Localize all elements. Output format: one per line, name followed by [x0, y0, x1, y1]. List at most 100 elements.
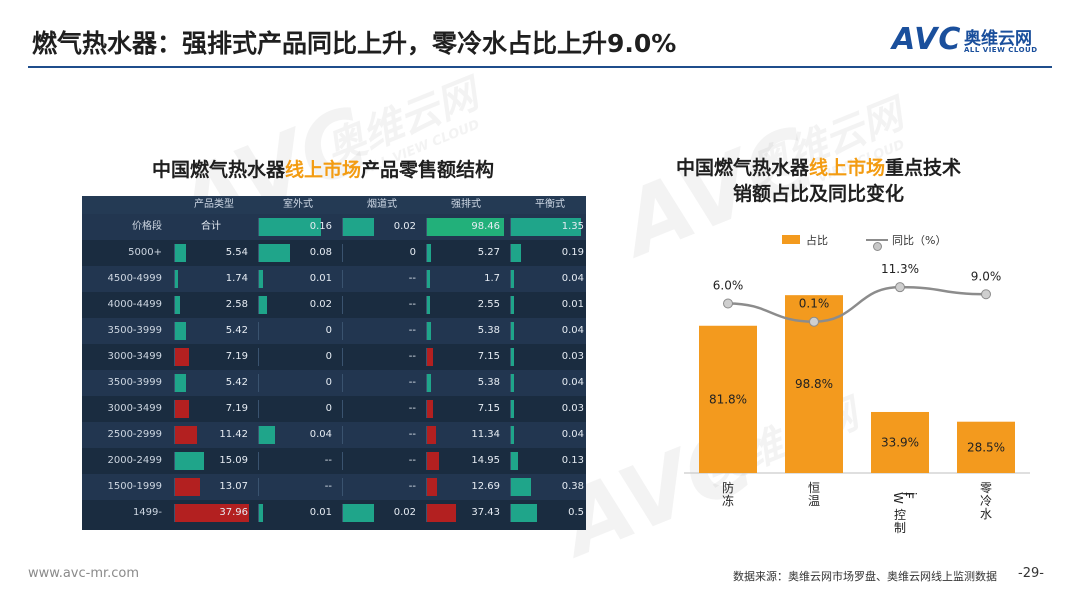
table-cell: 14.95	[426, 452, 504, 470]
table-cell-value: 12.69	[471, 481, 500, 492]
table-cell: 12.69	[426, 478, 504, 496]
table-row: 3000-3499 7.19 0 -- 7.15 0.03	[82, 396, 586, 422]
table-cell: 0.02	[258, 296, 336, 314]
title-divider	[28, 66, 1052, 68]
table-cell-value: 0.02	[393, 507, 416, 518]
bar-value-label: 33.9%	[881, 435, 919, 449]
table-cell-value: 0.16	[309, 221, 332, 232]
table-cell-value: --	[324, 455, 332, 466]
table-header-row: 产品类型 室外式 烟道式 强排式 平衡式	[82, 196, 586, 214]
table-cell-value: 7.15	[477, 351, 500, 362]
table-cell-value: 0.38	[561, 481, 584, 492]
legend-line-label: 同比（%）	[892, 234, 947, 247]
table-cell-value: --	[408, 351, 416, 362]
table-cell-value: 11.34	[471, 429, 500, 440]
table-cell-value: 0.01	[561, 299, 584, 310]
table-row: 价格段 合计 0.16 0.02 98.46 1.35	[82, 214, 586, 240]
table-cell-bar	[427, 400, 433, 418]
avc-logo: AVC 奥维云网 ALL VIEW CLOUD	[892, 22, 1062, 60]
table-cell: 13.07	[174, 478, 252, 496]
table-cell: 0	[258, 348, 336, 366]
right-title-pre: 中国燃气热水器	[676, 157, 810, 179]
bar-0	[699, 325, 757, 473]
table-cell: 7.15	[426, 400, 504, 418]
right-title-post: 重点技术	[885, 157, 962, 179]
legend-bar-swatch	[782, 235, 800, 244]
table-cell-bar	[427, 426, 436, 444]
table-column-header: 产品类型	[194, 199, 234, 210]
category-label: 防冻	[722, 480, 734, 508]
logo-en-text: ALL VIEW CLOUD	[964, 46, 1038, 54]
table-cell-value: 1.35	[561, 221, 584, 232]
table-cell: 1.35	[510, 218, 588, 236]
table-cell: 0.5	[510, 504, 588, 522]
bar-value-label: 98.8%	[795, 377, 833, 391]
table-cell: 11.42	[174, 426, 252, 444]
table-cell-value: 0.5	[568, 507, 584, 518]
table-cell-value: 15.09	[219, 455, 248, 466]
table-cell-bar	[259, 504, 263, 522]
category-label-part: 控	[894, 508, 906, 522]
table-cell-value: 5.42	[225, 377, 248, 388]
table-cell-value: 5.54	[225, 247, 248, 258]
price-segment-label: 3000-3499	[107, 351, 162, 362]
table-cell: --	[258, 478, 336, 496]
table-cell-bar	[175, 452, 204, 470]
table-cell-value: --	[408, 377, 416, 388]
table-row: 1499- 37.96 0.01 0.02 37.43 0.5	[82, 500, 586, 526]
category-label-part: 冻	[722, 493, 734, 508]
table-cell-value: 0	[325, 403, 332, 414]
table-cell-bar	[175, 426, 197, 444]
category-label-part: 恒	[808, 481, 820, 495]
table-cell: --	[342, 400, 420, 418]
table-cell: 1.74	[174, 270, 252, 288]
bar-value-label: 28.5%	[967, 440, 1005, 454]
table-cell-value: 13.07	[219, 481, 248, 492]
table-cell-value: 0	[325, 377, 332, 388]
price-segment-label: 4000-4499	[107, 299, 162, 310]
category-label-part: 冷	[980, 494, 992, 508]
table-cell: 0.01	[258, 504, 336, 522]
table-cell-value: 7.15	[477, 403, 500, 414]
table-cell-bar	[511, 270, 514, 288]
category-label: 恒温	[808, 481, 820, 508]
yoy-value-label: 0.1%	[799, 297, 830, 311]
category-label: 零冷水	[980, 481, 992, 521]
table-cell-bar	[511, 244, 521, 262]
yoy-line	[727, 285, 987, 323]
table-cell-bar	[175, 504, 249, 522]
table-cell: 0	[258, 400, 336, 418]
table-cell-bar	[175, 478, 200, 496]
table-cell-value: --	[408, 325, 416, 336]
table-cell: 11.34	[426, 426, 504, 444]
table-cell: 1.7	[426, 270, 504, 288]
table-cell-value: 0.04	[561, 429, 584, 440]
retail-structure-table: 产品类型 室外式 烟道式 强排式 平衡式 价格段 合计 0.16 0.02 98.46 1.35 50…	[82, 196, 586, 530]
table-cell: 7.19	[174, 400, 252, 418]
table-cell-value: 0.01	[309, 273, 332, 284]
category-label: Wi-Fi 控制	[891, 492, 918, 535]
logo-cn-text: 奥维云网	[964, 29, 1032, 49]
table-cell-value: 0.01	[309, 507, 332, 518]
table-cell-value: 14.95	[471, 455, 500, 466]
table-cell: --	[342, 452, 420, 470]
table-cell-bar	[259, 270, 263, 288]
table-cell: --	[342, 348, 420, 366]
table-cell: 15.09	[174, 452, 252, 470]
table-cell: 7.15	[426, 348, 504, 366]
table-cell-value: --	[324, 481, 332, 492]
table-cell-value: --	[408, 455, 416, 466]
table-cell-value: 0.04	[309, 429, 332, 440]
table-cell-bar	[175, 374, 186, 392]
price-segment-label: 3500-3999	[107, 325, 162, 336]
table-cell-value: 0.02	[393, 221, 416, 232]
yoy-point-2	[895, 282, 905, 293]
table-cell-value: 5.38	[477, 325, 500, 336]
table-cell: 0.04	[510, 426, 588, 444]
footer-url[interactable]: www.avc-mr.com	[28, 566, 140, 581]
table-cell: 0.03	[510, 400, 588, 418]
table-cell: 7.19	[174, 348, 252, 366]
table-cell: 37.96	[174, 504, 252, 522]
table-row: 3000-3499 7.19 0 -- 7.15 0.03	[82, 344, 586, 370]
table-cell-value: 0.03	[561, 403, 584, 414]
